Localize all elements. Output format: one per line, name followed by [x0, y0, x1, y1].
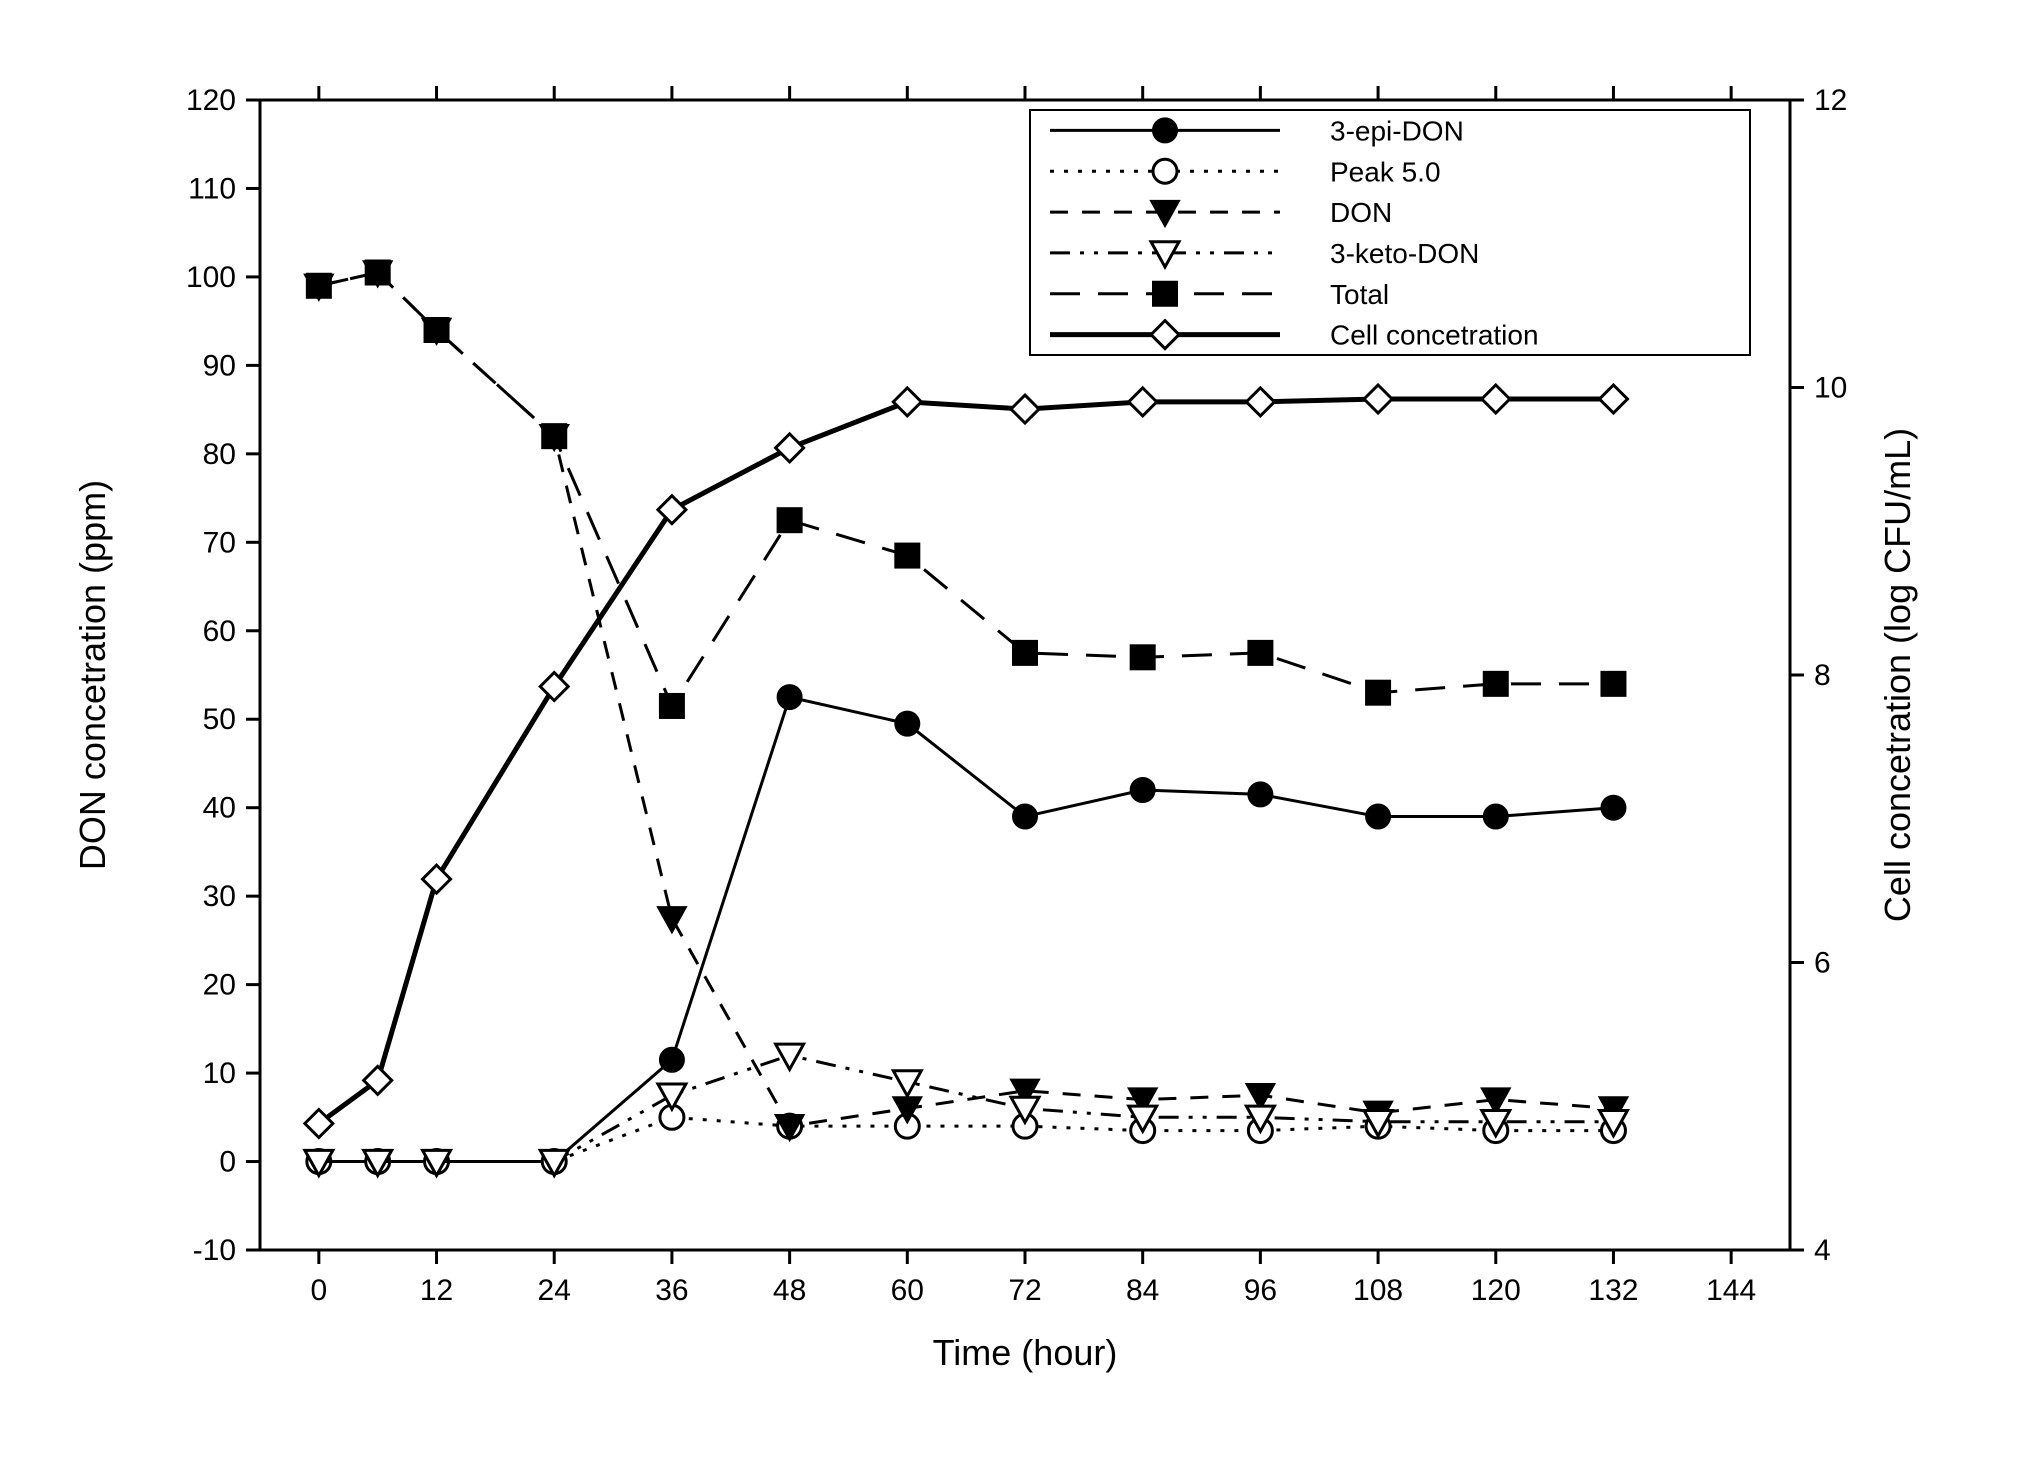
- x-axis-label: Time (hour): [933, 1332, 1118, 1373]
- marker-sdon: [658, 907, 686, 932]
- yl-tick-label: 90: [203, 349, 236, 382]
- marker-stotal: [366, 261, 390, 285]
- marker-legend-scell: [1151, 321, 1179, 349]
- yr-tick-label: 6: [1814, 947, 1831, 980]
- marker-stotal: [1366, 681, 1390, 705]
- chart-container: 01224364860728496108120132144Time (hour)…: [0, 0, 2044, 1463]
- marker-scell: [1129, 388, 1157, 416]
- marker-stotal: [778, 508, 802, 532]
- series-line-speak: [319, 1117, 1614, 1161]
- marker-scell: [776, 434, 804, 462]
- xtick-label: 96: [1244, 1274, 1277, 1307]
- xtick-label: 24: [538, 1274, 571, 1307]
- marker-s3epi: [1601, 796, 1625, 820]
- marker-scell: [423, 865, 451, 893]
- marker-stotal: [1248, 641, 1272, 665]
- yr-tick-label: 12: [1814, 84, 1847, 117]
- marker-s3epi: [1484, 805, 1508, 829]
- marker-stotal: [1601, 672, 1625, 696]
- marker-stotal: [425, 318, 449, 342]
- yl-tick-label: 50: [203, 703, 236, 736]
- marker-stotal: [1013, 641, 1037, 665]
- yl-tick-label: 30: [203, 880, 236, 913]
- marker-scell: [1364, 385, 1392, 413]
- marker-s3epi: [1366, 805, 1390, 829]
- yl-tick-label: 110: [188, 172, 236, 205]
- marker-s3epi: [778, 685, 802, 709]
- legend-label: 3-epi-DON: [1330, 115, 1464, 146]
- yl-tick-label: 0: [219, 1146, 236, 1179]
- marker-s3epi: [1013, 805, 1037, 829]
- marker-stotal: [307, 274, 331, 298]
- yl-tick-label: 70: [203, 526, 236, 559]
- xtick-label: 60: [891, 1274, 924, 1307]
- marker-legend-speak: [1153, 159, 1177, 183]
- series-line-scell: [319, 399, 1614, 1124]
- yr-tick-label: 4: [1814, 1234, 1831, 1267]
- xtick-label: 0: [311, 1274, 328, 1307]
- yl-tick-label: 80: [203, 438, 236, 471]
- marker-scell: [658, 496, 686, 524]
- marker-sketo: [776, 1044, 804, 1069]
- marker-scell: [1011, 395, 1039, 423]
- legend-box: [1030, 110, 1750, 355]
- plot-frame: [260, 100, 1790, 1250]
- yl-tick-label: 120: [186, 84, 236, 117]
- yr-tick-label: 8: [1814, 659, 1831, 692]
- legend-label: Total: [1330, 279, 1389, 310]
- marker-legend-stotal: [1153, 282, 1177, 306]
- chart-svg: 01224364860728496108120132144Time (hour)…: [0, 0, 2044, 1463]
- marker-stotal: [660, 694, 684, 718]
- marker-scell: [893, 388, 921, 416]
- xtick-label: 132: [1588, 1274, 1638, 1307]
- yl-tick-label: 60: [203, 615, 236, 648]
- marker-stotal: [542, 424, 566, 448]
- xtick-label: 108: [1353, 1274, 1403, 1307]
- yr-tick-label: 10: [1814, 372, 1847, 405]
- yl-tick-label: 100: [186, 261, 236, 294]
- y-left-axis-label: DON concetration (ppm): [72, 480, 113, 870]
- y-right-axis-label: Cell concetration (log CFU/mL): [1877, 428, 1918, 922]
- marker-stotal: [895, 544, 919, 568]
- legend-label: Peak 5.0: [1330, 156, 1441, 187]
- yl-tick-label: 20: [203, 969, 236, 1002]
- legend-label: Cell concetration: [1330, 320, 1539, 351]
- marker-s3epi: [895, 712, 919, 736]
- xtick-label: 12: [420, 1274, 453, 1307]
- xtick-label: 72: [1008, 1274, 1041, 1307]
- marker-stotal: [1484, 672, 1508, 696]
- xtick-label: 48: [773, 1274, 806, 1307]
- xtick-label: 84: [1126, 1274, 1159, 1307]
- marker-legend-s3epi: [1153, 118, 1177, 142]
- marker-scell: [1599, 385, 1627, 413]
- xtick-label: 36: [655, 1274, 688, 1307]
- marker-sketo: [658, 1084, 686, 1109]
- marker-scell: [1246, 388, 1274, 416]
- marker-s3epi: [1248, 782, 1272, 806]
- yl-tick-label: -10: [193, 1234, 236, 1267]
- marker-scell: [1482, 385, 1510, 413]
- xtick-label: 144: [1706, 1274, 1756, 1307]
- marker-s3epi: [1131, 778, 1155, 802]
- xtick-label: 120: [1471, 1274, 1521, 1307]
- marker-stotal: [1131, 645, 1155, 669]
- yl-tick-label: 40: [203, 792, 236, 825]
- legend-label: DON: [1330, 197, 1392, 228]
- legend-label: 3-keto-DON: [1330, 238, 1479, 269]
- marker-scell: [540, 673, 568, 701]
- series-line-s3epi: [319, 697, 1614, 1161]
- yl-tick-label: 10: [203, 1057, 236, 1090]
- marker-s3epi: [660, 1048, 684, 1072]
